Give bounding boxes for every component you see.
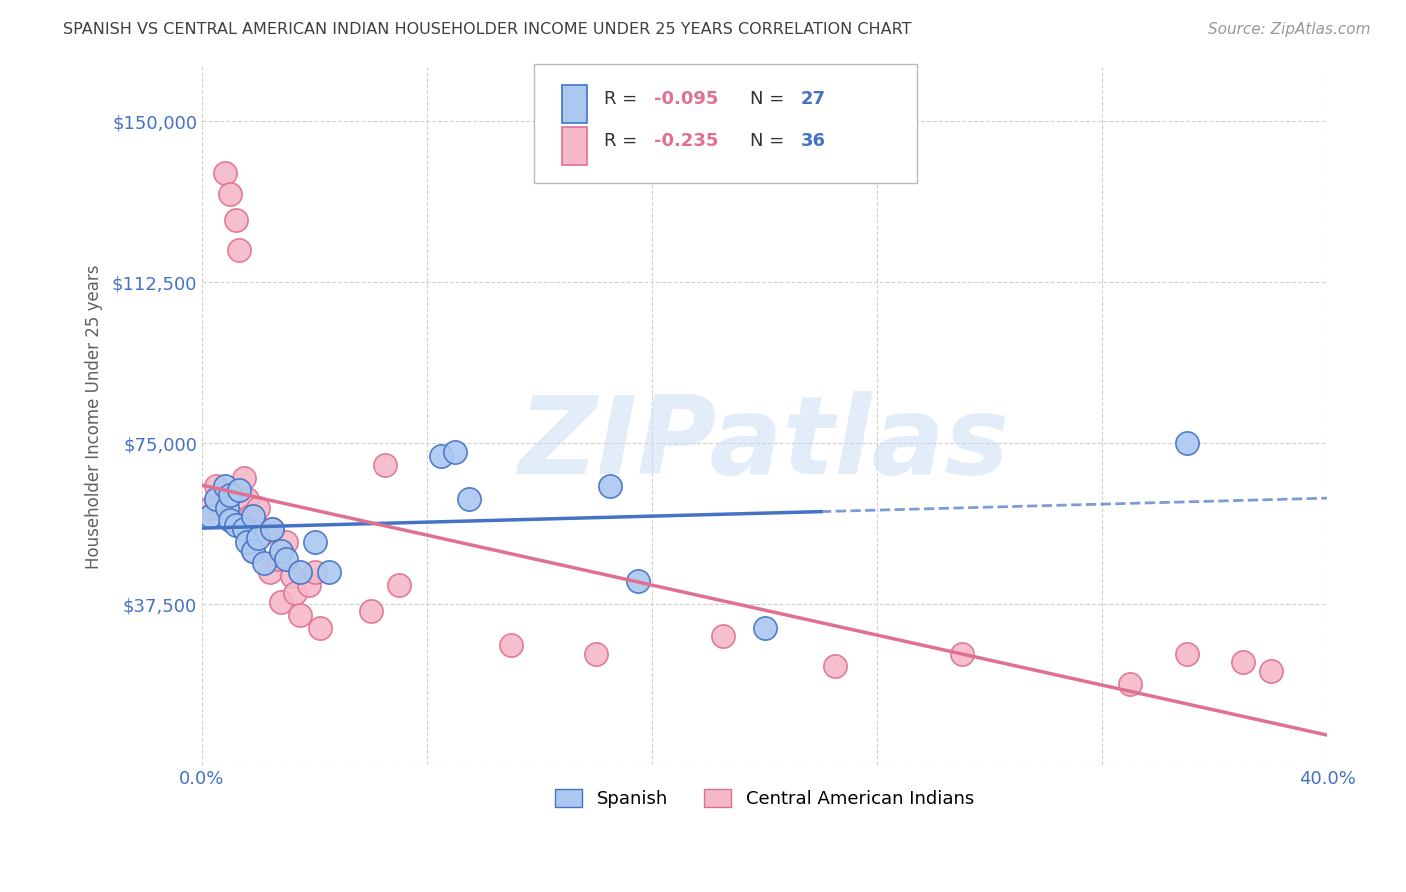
Text: -0.235: -0.235: [654, 132, 718, 150]
Bar: [562, 85, 586, 123]
Text: N =: N =: [749, 132, 790, 150]
Point: [219, 488, 242, 502]
Point: [276, 535, 298, 549]
Point: [233, 470, 256, 484]
Point: [276, 552, 298, 566]
Point: [236, 535, 259, 549]
Text: R =: R =: [603, 132, 643, 150]
Point: [284, 586, 307, 600]
Point: [200, 509, 222, 524]
Point: [270, 543, 292, 558]
FancyBboxPatch shape: [534, 64, 917, 183]
Point: [1260, 664, 1282, 678]
Point: [242, 509, 264, 524]
Point: [214, 166, 236, 180]
Point: [501, 638, 523, 652]
Point: [360, 604, 382, 618]
Bar: [562, 127, 586, 165]
Point: [1175, 647, 1198, 661]
Point: [217, 500, 239, 515]
Point: [262, 522, 284, 536]
Point: [290, 607, 312, 622]
Point: [444, 444, 467, 458]
Point: [228, 243, 250, 257]
Point: [262, 522, 284, 536]
Text: SPANISH VS CENTRAL AMERICAN INDIAN HOUSEHOLDER INCOME UNDER 25 YEARS CORRELATION: SPANISH VS CENTRAL AMERICAN INDIAN HOUSE…: [63, 22, 911, 37]
Point: [267, 552, 290, 566]
Point: [253, 526, 276, 541]
Point: [205, 491, 228, 506]
Point: [219, 187, 242, 202]
Point: [388, 578, 411, 592]
Point: [242, 543, 264, 558]
Point: [242, 513, 264, 527]
Point: [205, 479, 228, 493]
Text: -0.095: -0.095: [654, 90, 718, 108]
Point: [214, 479, 236, 493]
Point: [824, 659, 846, 673]
Point: [1119, 676, 1142, 690]
Point: [259, 565, 281, 579]
Point: [233, 522, 256, 536]
Point: [270, 595, 292, 609]
Text: ZIPatlas: ZIPatlas: [519, 392, 1011, 497]
Point: [242, 543, 264, 558]
Point: [200, 500, 222, 515]
Point: [430, 449, 453, 463]
Point: [627, 574, 650, 588]
Text: Source: ZipAtlas.com: Source: ZipAtlas.com: [1208, 22, 1371, 37]
Text: R =: R =: [603, 90, 643, 108]
Point: [304, 535, 326, 549]
Text: 36: 36: [800, 132, 825, 150]
Y-axis label: Householder Income Under 25 years: Householder Income Under 25 years: [86, 264, 103, 568]
Point: [225, 213, 247, 227]
Text: N =: N =: [749, 90, 790, 108]
Point: [950, 647, 973, 661]
Point: [309, 621, 332, 635]
Point: [599, 479, 621, 493]
Point: [1232, 655, 1254, 669]
Text: 27: 27: [800, 90, 825, 108]
Point: [239, 509, 262, 524]
Point: [458, 491, 481, 506]
Point: [298, 578, 321, 592]
Legend: Spanish, Central American Indians: Spanish, Central American Indians: [548, 781, 981, 815]
Point: [585, 647, 607, 661]
Point: [225, 517, 247, 532]
Point: [318, 565, 340, 579]
Point: [290, 565, 312, 579]
Point: [228, 483, 250, 498]
Point: [304, 565, 326, 579]
Point: [219, 513, 242, 527]
Point: [236, 491, 259, 506]
Point: [247, 531, 270, 545]
Point: [1175, 436, 1198, 450]
Point: [281, 569, 304, 583]
Point: [374, 458, 396, 472]
Point: [711, 629, 734, 643]
Point: [247, 500, 270, 515]
Point: [253, 557, 276, 571]
Point: [754, 621, 776, 635]
